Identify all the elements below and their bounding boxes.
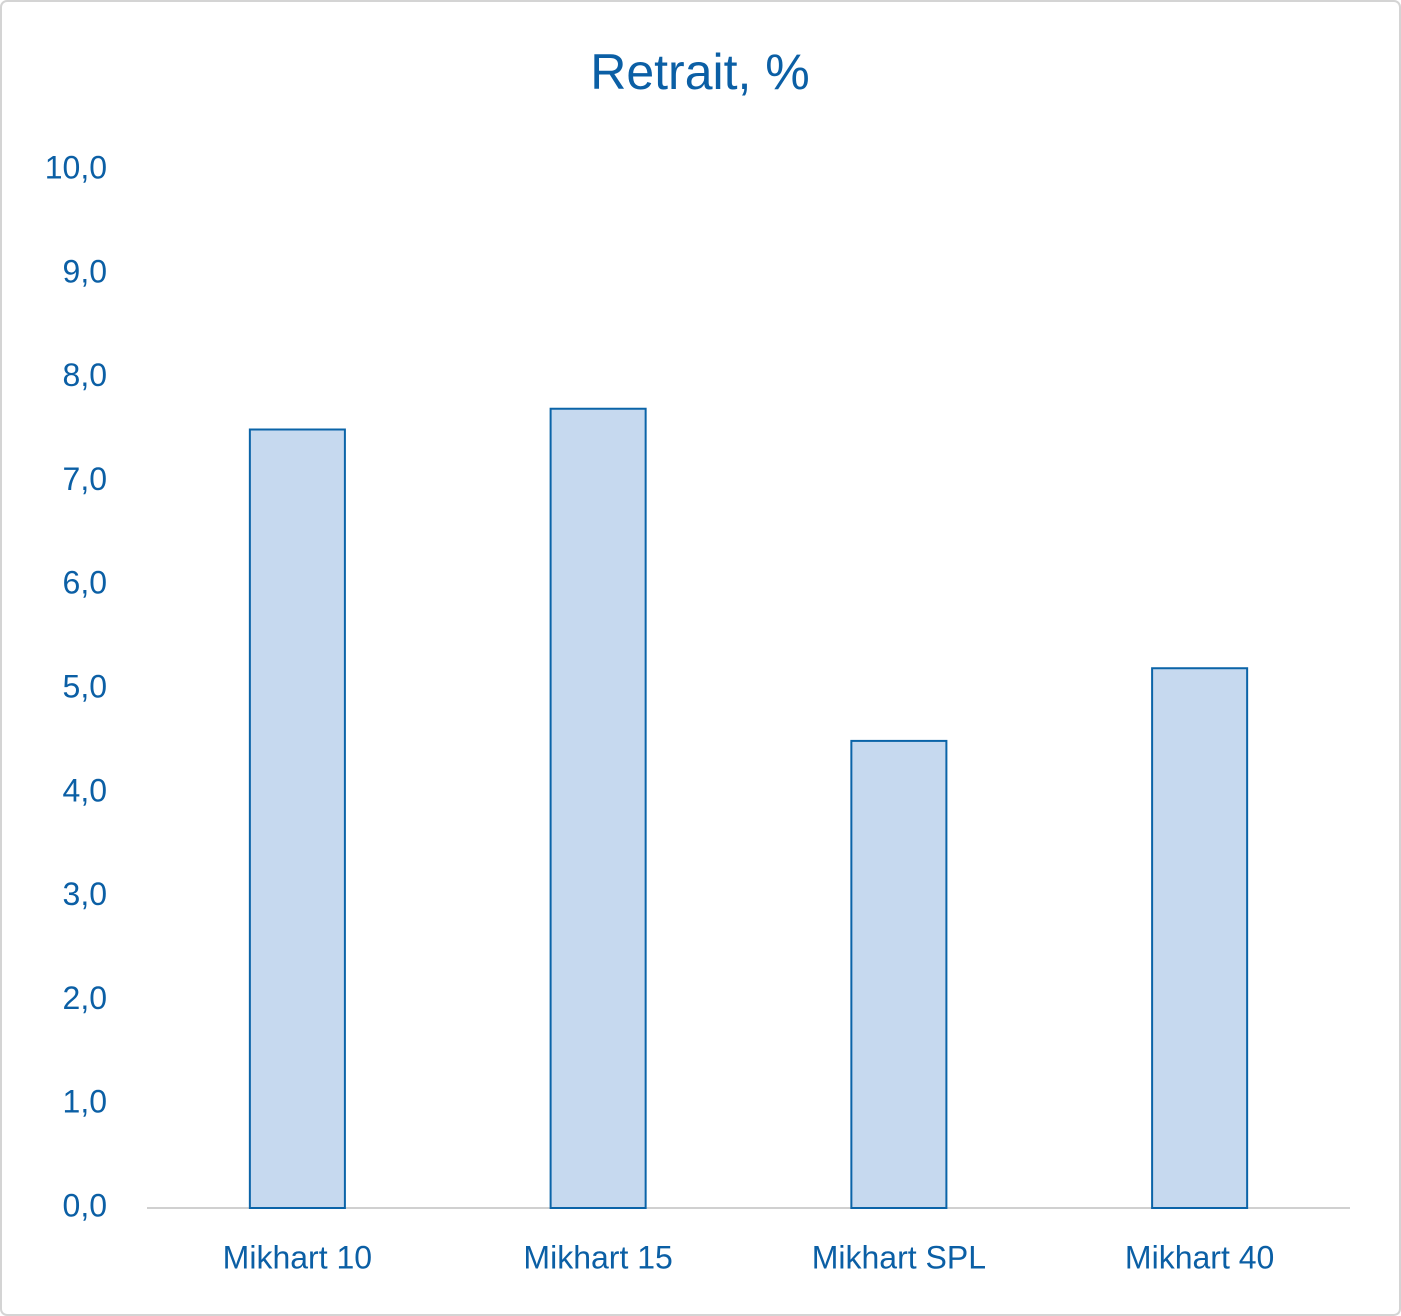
y-tick-label: 7,0 [63,461,107,497]
y-tick-label: 9,0 [63,253,107,289]
y-tick-label: 0,0 [63,1187,107,1223]
y-tick-label: 1,0 [63,1084,107,1120]
x-tick-label: Mikhart 10 [223,1239,372,1275]
y-tick-label: 8,0 [63,357,107,393]
x-tick-label: Mikhart 15 [523,1239,672,1275]
x-tick-label: Mikhart SPL [812,1239,986,1275]
x-tick-label: Mikhart 40 [1125,1239,1274,1275]
bar [1151,667,1249,1209]
y-tick-label: 4,0 [63,772,107,808]
bar [549,407,647,1209]
bar [248,428,346,1209]
y-tick-label: 6,0 [63,565,107,601]
chart-title: Retrait, % [590,44,810,100]
y-tick-label: 5,0 [63,668,107,704]
y-tick-label: 10,0 [45,149,107,185]
y-tick-label: 2,0 [63,980,107,1016]
bar [850,739,948,1210]
y-tick-label: 3,0 [63,876,107,912]
